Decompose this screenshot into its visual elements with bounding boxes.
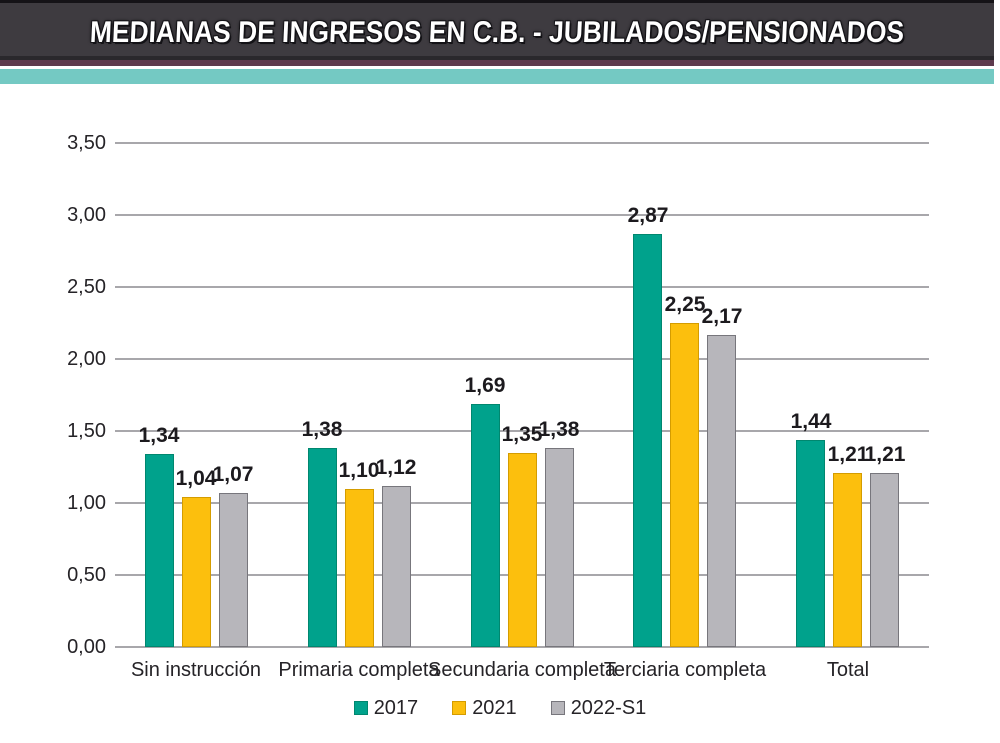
bar-2017-2: [308, 448, 337, 647]
bar-2021-4: [670, 323, 699, 647]
value-label: 1,35: [501, 423, 543, 446]
legend-label: 2022-S1: [570, 697, 647, 719]
y-axis-tick-label: 3,00: [67, 204, 106, 226]
value-label: 1,04: [175, 467, 217, 490]
legend-item-2017: 2017: [353, 697, 419, 719]
category-label: Total: [826, 659, 870, 681]
chart-legend: 2017 2021 2022-S1: [0, 698, 1000, 718]
y-axis-tick-label: 0,00: [67, 636, 106, 658]
bar-2022-S1-3: [545, 448, 574, 647]
gridline: [115, 214, 929, 216]
value-label: 1,38: [538, 418, 580, 441]
bar-2017-3: [471, 404, 500, 647]
y-axis-tick-label: 2,00: [67, 348, 106, 370]
value-label: 2,87: [627, 204, 669, 227]
bar-2022-S1-1: [219, 493, 248, 647]
gridline: [115, 286, 929, 288]
bar-2022-S1-4: [707, 335, 736, 647]
bar-2017-5: [796, 440, 825, 647]
legend-item-2022-S1: 2022-S1: [550, 697, 647, 719]
y-axis-tick-label: 2,50: [67, 276, 106, 298]
bar-2021-5: [833, 473, 862, 647]
bar-2022-S1-2: [382, 486, 411, 647]
title-bar: MEDIANAS DE INGRESOS EN C.B. - JUBILADOS…: [0, 0, 994, 59]
legend-swatch-2021: [452, 701, 467, 715]
legend-label: 2017: [373, 697, 419, 719]
legend-swatch-2017: [353, 701, 368, 715]
gridline: [115, 358, 929, 360]
value-label: 1,12: [375, 456, 417, 479]
bar-2022-S1-5: [870, 473, 899, 647]
value-label: 1,69: [464, 374, 506, 397]
header-accent-teal: [0, 69, 994, 84]
value-label: 1,38: [301, 418, 343, 441]
y-axis-tick-label: 1,50: [67, 420, 106, 442]
legend-swatch-2022-S1: [550, 701, 565, 715]
value-label: 1,07: [212, 463, 254, 486]
y-axis-tick-label: 0,50: [67, 564, 106, 586]
bar-2021-3: [508, 453, 537, 647]
category-label: Secundaria completa: [428, 659, 616, 681]
value-label: 1,21: [864, 443, 906, 466]
value-label: 2,25: [664, 293, 706, 316]
legend-item-2021: 2021: [452, 698, 517, 718]
gridline: [115, 430, 929, 432]
bar-2017-1: [145, 454, 174, 647]
value-label: 1,44: [790, 410, 832, 433]
bar-2021-2: [345, 489, 374, 647]
header-divider-dark: [0, 56, 994, 60]
gridline: [115, 142, 929, 144]
legend-label: 2021: [472, 697, 517, 719]
gridline: [115, 646, 929, 648]
header-divider-maroon: [0, 60, 994, 66]
y-axis-tick-label: 3,50: [67, 132, 106, 154]
category-label: Sin instrucción: [130, 659, 262, 681]
value-label: 1,34: [138, 424, 180, 447]
value-label: 2,17: [701, 305, 743, 328]
bar-2017-4: [633, 234, 662, 647]
value-label: 1,21: [827, 443, 869, 466]
bar-2021-1: [182, 497, 211, 647]
category-label: Terciaria completa: [603, 659, 767, 681]
category-label: Primaria completa: [278, 659, 440, 681]
value-label: 1,10: [338, 459, 380, 482]
y-axis-tick-label: 1,00: [67, 492, 106, 514]
